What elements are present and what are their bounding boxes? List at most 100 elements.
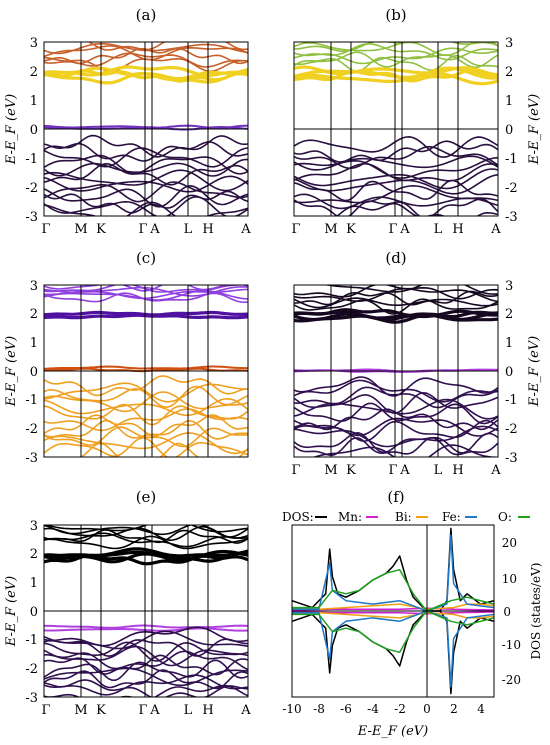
band-line — [44, 375, 248, 397]
ktick: L — [434, 463, 443, 478]
ytick: -1 — [25, 393, 38, 408]
band-line — [294, 71, 498, 86]
band-line — [44, 169, 248, 192]
panel-d-yticks: 3 2 1 0 -1 -2 -3 — [505, 279, 518, 466]
ktick: K — [346, 463, 356, 478]
ytick: -1 — [505, 393, 518, 408]
ytick: -1 — [25, 633, 38, 648]
xtick: 2 — [450, 702, 458, 716]
band-line — [294, 386, 498, 409]
band-line — [294, 157, 498, 179]
panel-c-yticks: 3 2 1 0 -1 -2 -3 — [25, 279, 38, 466]
band-line — [294, 290, 498, 306]
band-line — [44, 624, 248, 629]
legend-title: DOS: — [282, 510, 314, 524]
ktick: H — [452, 463, 463, 478]
ytick: 2 — [30, 547, 38, 562]
dos-line-dos-down — [292, 610, 494, 695]
ytick: 0 — [505, 365, 513, 380]
panel-b-label: (b) — [385, 6, 406, 24]
ytick: -3 — [505, 451, 518, 466]
ktick: L — [434, 222, 443, 237]
band-line — [294, 51, 498, 69]
ktick: M — [74, 703, 87, 718]
panel-a-kticks: Γ M K Γ A L H A — [41, 222, 251, 237]
ktick: M — [324, 222, 337, 237]
ytick: -3 — [505, 210, 518, 225]
xtick: 4 — [477, 702, 485, 716]
band-line — [44, 365, 248, 370]
panel-f-xlabel: E-E_F (eV) — [357, 724, 429, 739]
ytick: 1 — [505, 336, 513, 351]
band-line — [44, 432, 248, 455]
ktick: Γ — [41, 703, 50, 718]
band-line — [44, 382, 248, 403]
band-line — [294, 419, 498, 442]
panel-f-label: (f) — [387, 488, 404, 506]
ytick: 3 — [30, 279, 38, 294]
panel-b-yticks: 3 2 1 0 -1 -2 -3 — [505, 36, 518, 225]
band-line — [44, 201, 248, 216]
band-line — [44, 385, 248, 409]
band-line — [294, 174, 498, 195]
ytick: -2 — [25, 422, 38, 437]
band-line — [44, 310, 248, 317]
ktick: A — [490, 463, 501, 478]
ytick: -2 — [505, 422, 518, 437]
dos-line-o-down — [292, 610, 494, 654]
xtick: -10 — [282, 702, 301, 716]
ktick: Γ — [291, 463, 300, 478]
band-line — [44, 549, 248, 562]
band-line — [294, 288, 498, 303]
band-line — [294, 65, 498, 77]
panel-d-ylabel: E-E_F (eV) — [527, 336, 542, 408]
band-line — [294, 391, 498, 414]
ytick: 2 — [30, 65, 38, 80]
band-line — [44, 181, 248, 203]
band-line — [294, 297, 498, 309]
legend-label: O: — [498, 510, 512, 524]
ytick: 0 — [30, 605, 38, 620]
band-line — [294, 145, 498, 169]
band-line — [44, 645, 248, 667]
xtick: -8 — [313, 702, 325, 716]
ktick: A — [240, 703, 251, 718]
xtick: -2 — [394, 702, 406, 716]
panel-f-axes — [291, 524, 495, 698]
band-line — [294, 54, 498, 72]
band-line — [44, 158, 248, 177]
panel-f-ylabel: DOS (states/eV) — [529, 563, 543, 660]
band-line — [44, 626, 248, 647]
band-line — [294, 42, 498, 61]
ktick: L — [184, 222, 193, 237]
panel-a-label: (a) — [136, 6, 157, 24]
panel-f: (f) DOS: Mn: Bi: Fe: O: -10 -8 -6 -4 -2 … — [282, 488, 543, 739]
panel-e-yticks: 3 2 1 0 -1 -2 -3 — [25, 519, 38, 706]
ytick: -3 — [25, 691, 38, 706]
band-line — [44, 65, 248, 78]
dos-curves — [292, 527, 494, 695]
band-line — [294, 140, 498, 163]
dos-line-fe-up — [292, 534, 494, 612]
ytick: 2 — [505, 307, 513, 322]
ktick: Γ — [291, 222, 300, 237]
panel-a: (a) 3 2 1 0 -1 -2 -3 Γ M K Γ A L H A — [4, 6, 251, 237]
ytick: -3 — [25, 451, 38, 466]
ytick: 1 — [30, 336, 38, 351]
band-line — [44, 419, 248, 440]
ktick: H — [452, 222, 463, 237]
dos-line-dos-up — [292, 527, 494, 612]
panel-b: (b) 3 2 1 0 -1 -2 -3 Γ M K Γ A L H A — [291, 6, 542, 237]
ktick: K — [96, 222, 106, 237]
panel-b-kticks: Γ M K Γ A L H A — [291, 222, 501, 237]
ktick: H — [202, 703, 213, 718]
band-line — [44, 286, 248, 297]
ktick: M — [324, 463, 337, 478]
band-line — [294, 376, 498, 397]
panel-d-label: (d) — [385, 249, 406, 267]
band-line — [44, 532, 248, 548]
panel-d: (d) 3 2 1 0 -1 -2 -3 Γ M K Γ A L H A — [291, 249, 542, 478]
xtick: -4 — [367, 702, 379, 716]
panel-e-kticks: Γ M K Γ A L H A — [41, 703, 251, 718]
